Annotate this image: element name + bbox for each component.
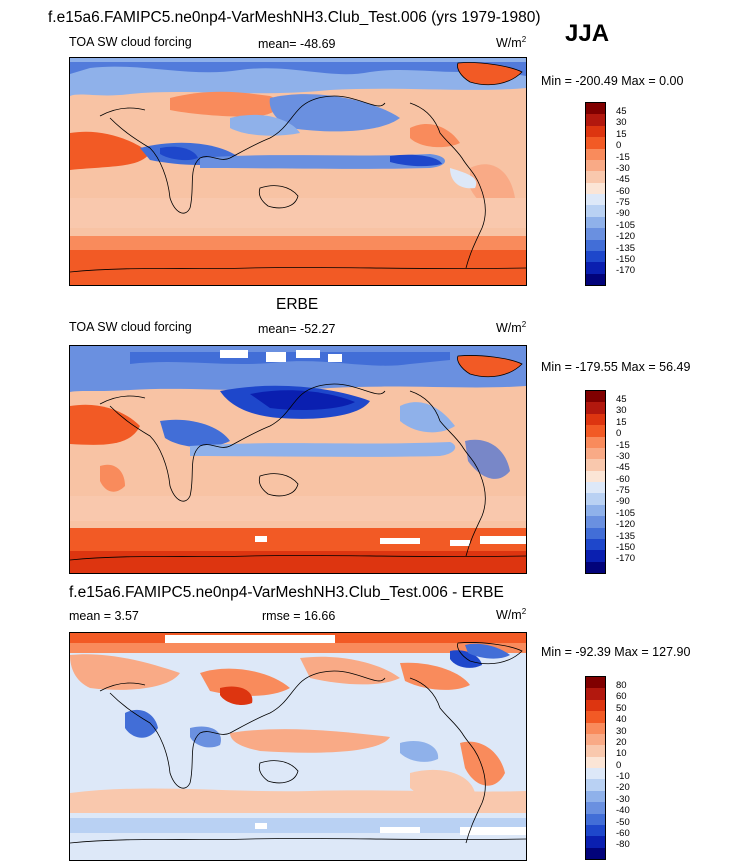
colorbar-tick-label: -90 <box>616 496 630 507</box>
panel-units: W/m2 <box>496 320 527 336</box>
colorbar-tick-label: 15 <box>616 129 627 140</box>
colorbar-tick-label: -105 <box>616 508 636 519</box>
colorbar-tick-label: 60 <box>616 691 627 702</box>
panel-mean-label: mean= -52.27 <box>258 322 336 336</box>
colorbar-tick-label: -15 <box>616 440 630 451</box>
colorbar-tick-label: 30 <box>616 726 627 737</box>
colorbar-tick-label: -20 <box>616 782 630 793</box>
colorbar-tick-label: -120 <box>616 231 636 242</box>
map-obs <box>69 345 527 574</box>
colorbar-tick-label: 0 <box>616 428 622 439</box>
map-diff <box>69 632 527 861</box>
colorbar-tick-label: -30 <box>616 451 630 462</box>
map-model <box>69 57 527 286</box>
colorbar-tick-label: -135 <box>616 243 636 254</box>
colorbar-tick-label: -75 <box>616 485 630 496</box>
colorbar-tick-label: -30 <box>616 163 630 174</box>
colorbar-tick-label: 50 <box>616 703 627 714</box>
panel-units: W/m2 <box>496 35 527 51</box>
colorbar-tick-label: 45 <box>616 394 627 405</box>
colorbar-model <box>585 102 606 286</box>
colorbar-tick-label: -150 <box>616 542 636 553</box>
panel-left-label: TOA SW cloud forcing <box>69 320 192 334</box>
colorbar-tick-label: -45 <box>616 174 630 185</box>
colorbar-tick-label: -15 <box>616 152 630 163</box>
colorbar-tick-label: -105 <box>616 220 636 231</box>
panel-minmax: Min = -200.49 Max = 0.00 <box>541 74 684 88</box>
panel-mean-label: mean = 3.57 <box>69 609 139 623</box>
colorbar-tick-label: -80 <box>616 839 630 850</box>
colorbar-tick-label: -135 <box>616 531 636 542</box>
colorbar-diff <box>585 676 606 860</box>
map-model-field <box>70 58 526 285</box>
colorbar-tick-label: -90 <box>616 208 630 219</box>
map-obs-field <box>70 346 526 573</box>
colorbar-tick-label: 0 <box>616 760 622 771</box>
colorbar-tick-label: -60 <box>616 474 630 485</box>
colorbar-tick-label: -45 <box>616 462 630 473</box>
colorbar-tick-label: 10 <box>616 748 627 759</box>
figure-title: f.e15a6.FAMIPC5.ne0np4-VarMeshNH3.Club_T… <box>48 9 541 26</box>
colorbar-tick-label: -60 <box>616 828 630 839</box>
colorbar-tick-label: -40 <box>616 805 630 816</box>
colorbar-tick-label: 80 <box>616 680 627 691</box>
panel-minmax: Min = -92.39 Max = 127.90 <box>541 645 691 659</box>
colorbar-tick-label: -120 <box>616 519 636 530</box>
colorbar-tick-label: -60 <box>616 186 630 197</box>
colorbar-tick-label: 30 <box>616 117 627 128</box>
panel-left-label: TOA SW cloud forcing <box>69 35 192 49</box>
panel-title: ERBE <box>276 296 319 313</box>
panel-title: f.e15a6.FAMIPC5.ne0np4-VarMeshNH3.Club_T… <box>69 584 504 601</box>
colorbar-tick-label: 30 <box>616 405 627 416</box>
colorbar-tick-label: -10 <box>616 771 630 782</box>
colorbar-tick-label: -170 <box>616 265 636 276</box>
colorbar-tick-label: 45 <box>616 106 627 117</box>
map-diff-field <box>70 633 526 860</box>
panel-mean-label: mean= -48.69 <box>258 37 336 51</box>
colorbar-tick-label: 0 <box>616 140 622 151</box>
season-label: JJA <box>565 20 610 47</box>
colorbar-obs <box>585 390 606 574</box>
colorbar-tick-label: 15 <box>616 417 627 428</box>
colorbar-tick-label: -75 <box>616 197 630 208</box>
colorbar-tick-label: -30 <box>616 794 630 805</box>
colorbar-tick-label: -50 <box>616 817 630 828</box>
colorbar-tick-label: 20 <box>616 737 627 748</box>
panel-rmse-label: rmse = 16.66 <box>262 609 336 623</box>
colorbar-tick-label: -170 <box>616 553 636 564</box>
panel-units: W/m2 <box>496 607 527 623</box>
panel-minmax: Min = -179.55 Max = 56.49 <box>541 360 691 374</box>
colorbar-tick-label: 40 <box>616 714 627 725</box>
colorbar-tick-label: -150 <box>616 254 636 265</box>
